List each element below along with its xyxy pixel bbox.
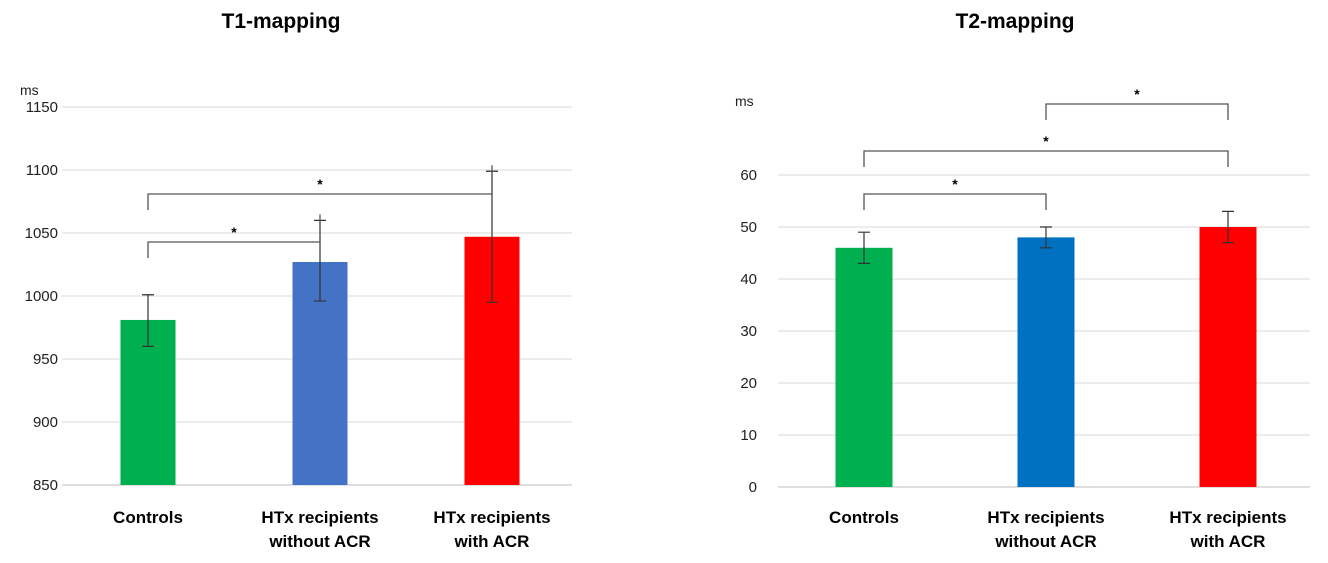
y-tick-label: 60 xyxy=(740,167,757,184)
significance-brackets: * * * xyxy=(863,86,1229,210)
y-axis-unit: ms xyxy=(20,82,39,98)
y-axis-unit: ms xyxy=(735,93,754,109)
y-tick-label: 900 xyxy=(33,414,58,431)
y-tick-label: 950 xyxy=(33,351,58,368)
t1-mapping-chart: T1-mapping ms ** 85090095010001050110011… xyxy=(20,10,572,551)
y-tick-label: 850 xyxy=(33,477,58,494)
bar xyxy=(1199,227,1257,487)
y-tick-label: 1050 xyxy=(25,225,58,242)
category-label: with ACR xyxy=(454,532,530,551)
significance-bracket xyxy=(147,165,493,210)
significance-bracket xyxy=(1045,103,1229,120)
significance-label: * xyxy=(1043,133,1049,149)
significance-bracket xyxy=(863,193,1047,210)
bar xyxy=(1017,237,1075,487)
bar xyxy=(120,319,176,485)
category-labels: Controls HTx recipients without ACR HTx rec… xyxy=(829,508,1287,551)
category-label: without ACR xyxy=(994,532,1096,551)
y-tick-label: 1100 xyxy=(26,162,58,179)
category-label: HTx recipients xyxy=(433,508,550,527)
y-tick-label: 30 xyxy=(740,323,757,340)
error-bar xyxy=(1040,226,1052,249)
significance-bracket xyxy=(147,214,321,258)
y-tick-label: 1150 xyxy=(26,99,58,116)
category-label: HTx recipients xyxy=(261,508,378,527)
error-bar xyxy=(1222,210,1234,244)
error-bar xyxy=(142,294,154,347)
category-label: HTx recipients xyxy=(1169,508,1286,527)
bar xyxy=(835,247,893,487)
y-tick-labels: 850 900 950 1000 1050 1100 1150 xyxy=(25,99,58,494)
y-tick-label: 0 xyxy=(749,479,757,496)
category-label: Controls xyxy=(113,508,183,527)
error-bars xyxy=(142,170,498,347)
bars xyxy=(835,227,1257,487)
error-bar xyxy=(858,231,870,264)
category-label: without ACR xyxy=(268,532,370,551)
y-tick-label: 1000 xyxy=(25,288,58,305)
category-label: with ACR xyxy=(1190,532,1266,551)
significance-label: * xyxy=(317,176,323,192)
significance-bracket xyxy=(863,150,1229,167)
t2-mapping-chart: T2-mapping ms * * * 0 10 20 30 40 50 60 Controls… xyxy=(735,10,1310,551)
significance-label: * xyxy=(952,176,958,192)
y-tick-label: 50 xyxy=(740,219,757,236)
y-tick-label: 40 xyxy=(740,271,757,288)
y-tick-label: 20 xyxy=(740,375,757,392)
significance-label: * xyxy=(1134,86,1140,102)
chart-title: T2-mapping xyxy=(956,10,1075,33)
y-tick-label: 10 xyxy=(740,427,757,444)
significance-label: * xyxy=(231,224,237,240)
category-labels: Controls HTx recipients without ACR HTx rec… xyxy=(113,508,551,551)
category-label: HTx recipients xyxy=(987,508,1104,527)
significance-brackets: ** xyxy=(147,165,493,258)
category-label: Controls xyxy=(829,508,899,527)
chart-title: T1-mapping xyxy=(222,10,341,33)
y-tick-labels: 0 10 20 30 40 50 60 xyxy=(740,167,757,496)
error-bars xyxy=(858,210,1234,264)
